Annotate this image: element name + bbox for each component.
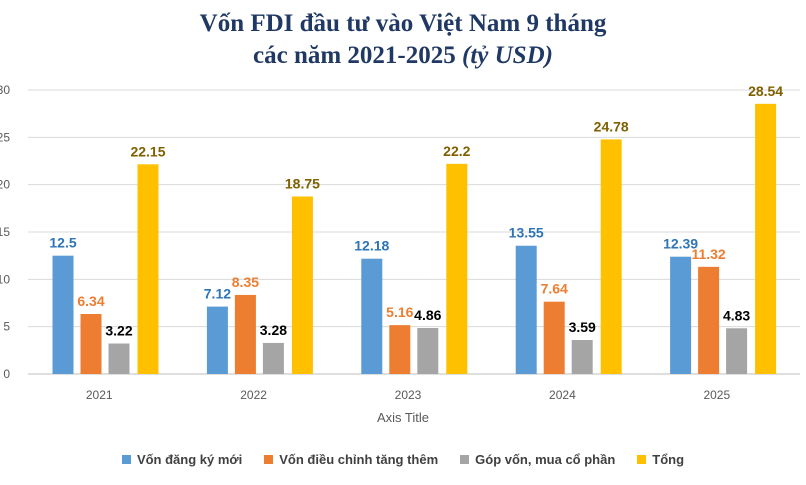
chart-title: Vốn FDI đầu tư vào Việt Nam 9 tháng các … bbox=[0, 8, 806, 72]
data-label: 22.2 bbox=[443, 143, 470, 159]
legend-swatch bbox=[460, 455, 470, 464]
x-tick-label: 2023 bbox=[395, 388, 422, 402]
data-label: 18.75 bbox=[285, 176, 320, 192]
data-label: 13.55 bbox=[509, 225, 544, 241]
bar bbox=[515, 245, 537, 374]
data-label: 7.12 bbox=[204, 286, 231, 302]
y-tick-label: 20 bbox=[0, 178, 10, 192]
data-label: 8.35 bbox=[232, 274, 259, 290]
legend: Vốn đăng ký mới Vốn điều chỉnh tăng thêm… bbox=[0, 452, 806, 467]
bar bbox=[417, 327, 439, 374]
x-tick-label: 2021 bbox=[86, 388, 113, 402]
bar bbox=[361, 258, 383, 374]
data-label: 6.34 bbox=[77, 293, 104, 309]
x-axis-title: Axis Title bbox=[377, 410, 429, 425]
bar bbox=[571, 340, 593, 374]
bar bbox=[726, 328, 748, 374]
legend-label: Góp vốn, mua cổ phần bbox=[475, 452, 616, 467]
data-label: 3.59 bbox=[569, 319, 596, 335]
y-tick-label: 25 bbox=[0, 130, 10, 144]
y-tick-label: 15 bbox=[0, 225, 10, 239]
x-tick-label: 2022 bbox=[240, 388, 267, 402]
data-label: 12.5 bbox=[49, 235, 76, 251]
data-label: 3.28 bbox=[260, 322, 287, 338]
legend-label: Vốn đăng ký mới bbox=[136, 452, 243, 467]
legend-swatch bbox=[264, 455, 274, 464]
chart-title-line2: các năm 2021-2025 (tỷ USD) bbox=[0, 40, 806, 72]
data-label: 11.32 bbox=[691, 246, 725, 262]
chart-title-line1: Vốn FDI đầu tư vào Việt Nam 9 tháng bbox=[199, 10, 607, 37]
data-label: 28.54 bbox=[748, 83, 783, 99]
legend-item-total: Tổng bbox=[637, 452, 684, 467]
data-label: 4.83 bbox=[723, 307, 750, 323]
bar bbox=[600, 139, 622, 374]
bar bbox=[206, 306, 228, 374]
bar bbox=[543, 301, 565, 374]
bar bbox=[80, 313, 102, 374]
legend-label: Vốn điều chỉnh tăng thêm bbox=[279, 452, 439, 467]
bar bbox=[446, 163, 468, 374]
data-label: 12.39 bbox=[663, 236, 698, 252]
legend-item-adjusted-capital: Vốn điều chỉnh tăng thêm bbox=[264, 452, 438, 467]
legend-item-new-capital: Vốn đăng ký mới bbox=[121, 452, 243, 467]
legend-swatch bbox=[121, 455, 131, 464]
data-label: 24.78 bbox=[594, 118, 629, 134]
x-tick-label: 2025 bbox=[703, 388, 730, 402]
data-label: 22.15 bbox=[130, 143, 165, 159]
y-tick-label: 5 bbox=[3, 320, 10, 334]
chart-title-years: các năm 2021-2025 bbox=[253, 42, 456, 69]
data-label: 5.16 bbox=[386, 304, 413, 320]
legend-item-share-purchase: Góp vốn, mua cổ phần bbox=[460, 452, 615, 467]
bar bbox=[670, 256, 692, 374]
data-label: 12.18 bbox=[354, 238, 389, 254]
y-tick-label: 30 bbox=[0, 83, 10, 97]
chart-title-unit: (tỷ USD) bbox=[462, 42, 553, 69]
y-tick-label: 0 bbox=[3, 367, 10, 381]
bar bbox=[291, 196, 313, 374]
data-label: 3.22 bbox=[105, 323, 132, 339]
legend-label: Tổng bbox=[652, 452, 685, 467]
bar bbox=[234, 294, 256, 374]
bar bbox=[108, 343, 130, 374]
bar bbox=[137, 164, 159, 374]
y-tick-label: 10 bbox=[0, 272, 10, 286]
legend-swatch bbox=[637, 455, 647, 464]
x-tick-label: 2024 bbox=[549, 388, 576, 402]
bar bbox=[389, 325, 411, 374]
bar bbox=[755, 103, 777, 374]
bar bbox=[698, 266, 720, 374]
bar bbox=[52, 255, 74, 374]
data-label: 7.64 bbox=[541, 281, 568, 297]
data-label: 4.86 bbox=[414, 307, 441, 323]
bar bbox=[262, 342, 284, 374]
